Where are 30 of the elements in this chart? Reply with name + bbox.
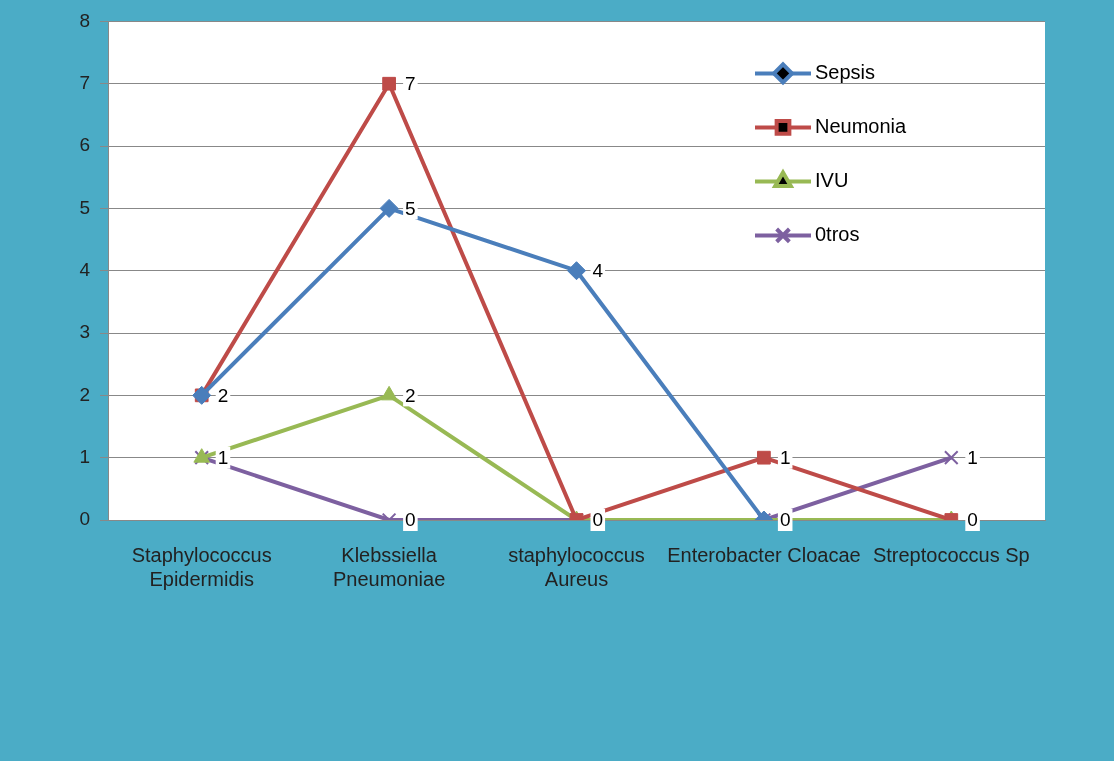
data-label: 2	[217, 384, 229, 406]
y-tick-label: 1	[79, 445, 90, 467]
y-tick-label: 3	[79, 321, 90, 343]
y-tick-label: 5	[79, 196, 90, 218]
x-tick-label: Staphylococcus Epidermidis	[131, 543, 272, 590]
data-label: 2	[405, 384, 416, 406]
x-tick-label: staphylococcus Aureus	[508, 543, 645, 590]
data-label: 0	[592, 509, 604, 531]
data-label: 1	[967, 446, 978, 468]
data-label: 1	[779, 446, 791, 468]
y-tick-label: 4	[79, 258, 91, 280]
legend-label: Sepsis	[815, 60, 876, 83]
data-label: 1	[217, 446, 229, 468]
data-label: 0	[779, 509, 791, 531]
y-tick-label: 6	[79, 134, 90, 156]
y-tick-label: 2	[79, 383, 90, 405]
data-label: 0	[967, 509, 978, 531]
data-label: 7	[405, 72, 416, 94]
legend-label: Neumonia	[815, 114, 908, 137]
legend-label: IVU	[815, 168, 849, 191]
x-tick-label: Klebssiella Pneumoniae	[332, 543, 446, 590]
legend-label: 0tros	[815, 222, 860, 245]
y-tick-label: 0	[79, 508, 90, 530]
data-label: 4	[592, 259, 604, 281]
x-tick-label: Enterobacter Cloacae	[667, 543, 861, 566]
y-tick-label: 7	[79, 71, 90, 93]
data-label: 0	[405, 509, 416, 531]
y-tick-label: 8	[79, 9, 90, 31]
x-tick-label: Streptococcus Sp	[872, 543, 1030, 566]
data-label: 5	[405, 197, 416, 219]
